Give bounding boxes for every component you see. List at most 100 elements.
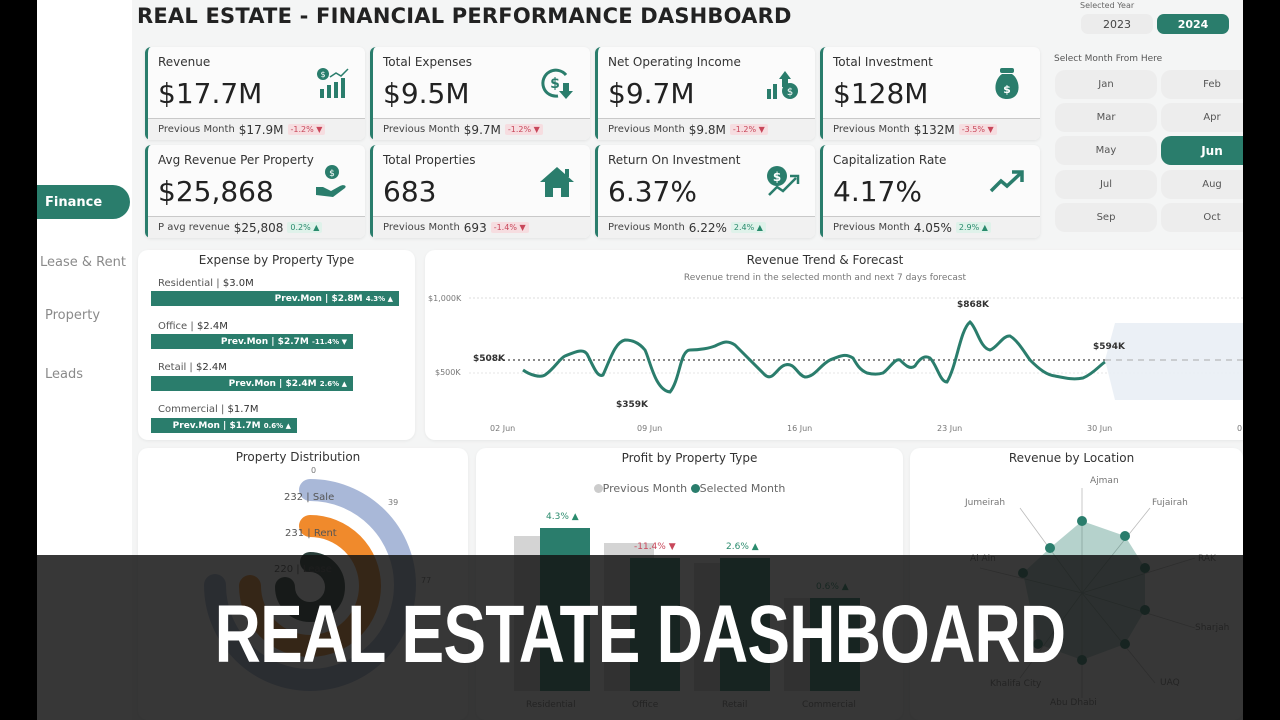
y-tick: $1,000K — [428, 294, 462, 303]
min-value-label: $359K — [616, 400, 649, 410]
sale-label: 232 | Sale — [284, 492, 335, 503]
x-tick: 0 — [1237, 424, 1243, 433]
kpi-label: Avg Revenue Per Property — [158, 153, 314, 167]
money-bag-icon: $ — [995, 68, 1019, 99]
month-option-feb[interactable]: Feb — [1161, 70, 1243, 99]
kpi-label: Total Investment — [833, 55, 933, 69]
expense-row-label: Retail | $2.4M — [158, 362, 227, 373]
expense-row-label: Office | $2.4M — [158, 321, 228, 332]
overlay-title-text: REAL ESTATE DASHBOARD — [214, 589, 1066, 680]
year-option-2023[interactable]: 2023 — [1081, 14, 1153, 34]
month-selector-label: Select Month From Here — [1054, 54, 1163, 64]
x-tick: 09 Jun — [637, 424, 663, 433]
kpi-footer: Previous Month $17.9M -1.2% ▼ — [148, 118, 365, 140]
kpi-value: 683 — [383, 175, 437, 208]
income-growth-icon: $ — [767, 71, 798, 99]
expense-by-type-card: Expense by Property Type Residential | $… — [138, 250, 415, 440]
revenue-trend-card: Revenue Trend & Forecast Revenue trend i… — [425, 250, 1243, 440]
change-badge: 2.4% ▲ — [730, 222, 766, 233]
expense-bar-residential[interactable]: Prev.Mon | $2.8M 4.3% ▲ — [151, 291, 399, 306]
chart-legend: Previous Month Selected Month — [476, 482, 903, 495]
month-option-jan[interactable]: Jan — [1055, 70, 1157, 99]
kpi-value: 6.37% — [608, 175, 697, 208]
kpi-label: Net Operating Income — [608, 55, 741, 69]
change-label: 4.3% ▲ — [546, 512, 579, 522]
svg-text:$: $ — [787, 87, 793, 98]
expense-bar-commercial[interactable]: Prev.Mon | $1.7M 0.6% ▲ — [151, 418, 297, 433]
kpi-label: Total Properties — [383, 153, 476, 167]
change-badge: -3.5% ▼ — [958, 124, 997, 135]
month-option-mar[interactable]: Mar — [1055, 103, 1157, 132]
kpi-label: Revenue — [158, 55, 211, 69]
svg-text:$: $ — [329, 169, 335, 179]
expense-bar-retail[interactable]: Prev.Mon | $2.4M 2.6% ▲ — [151, 376, 353, 391]
card-subtitle: Revenue trend in the selected month and … — [683, 273, 967, 283]
max-value-label: $868K — [957, 300, 990, 310]
kpi-card-net-operating-income: Net Operating Income $9.7M $ Previous Mo… — [595, 47, 815, 140]
kpi-foot-label: Previous Month — [608, 222, 685, 233]
month-option-jun[interactable]: Jun — [1161, 136, 1243, 165]
expense-bar-office[interactable]: Prev.Mon | $2.7M -11.4% ▼ — [151, 334, 353, 349]
month-option-sep[interactable]: Sep — [1055, 203, 1157, 232]
start-value-label: $508K — [473, 354, 506, 364]
kpi-prev-value: 6.22% — [688, 220, 727, 235]
kpi-foot-label: P avg revenue — [158, 222, 230, 233]
kpi-footer: Previous Month $9.8M -1.2% ▼ — [598, 118, 815, 140]
kpi-card-revenue: Revenue $17.7M $ Previous Month $17.9M -… — [145, 47, 365, 140]
kpi-value: 4.17% — [833, 175, 922, 208]
page-title: REAL ESTATE - FINANCIAL PERFORMANCE DASH… — [137, 4, 792, 28]
revenue-chart-icon: $ — [317, 68, 349, 98]
rent-label: 231 | Rent — [285, 528, 337, 539]
month-option-oct[interactable]: Oct — [1161, 203, 1243, 232]
location-label: Ajman — [1090, 476, 1119, 486]
year-option-2024[interactable]: 2024 — [1157, 14, 1229, 34]
kpi-footer: Previous Month 4.05% 2.9% ▲ — [823, 216, 1040, 238]
kpi-prev-value: $132M — [913, 122, 955, 137]
kpi-prev-value: $25,808 — [233, 220, 284, 235]
month-option-apr[interactable]: Apr — [1161, 103, 1243, 132]
expense-row-label: Commercial | $1.7M — [158, 404, 259, 415]
expense-dollar-icon: $ — [541, 68, 573, 99]
kpi-card-avg-revenue-per-property: Avg Revenue Per Property $25,868 $ P avg… — [145, 145, 365, 238]
sidebar-item-finance[interactable]: Finance — [37, 185, 130, 219]
month-option-may[interactable]: May — [1055, 136, 1157, 165]
kpi-footer: Previous Month $132M -3.5% ▼ — [823, 118, 1040, 140]
kpi-prev-value: $9.8M — [688, 122, 726, 137]
svg-text:$: $ — [1003, 83, 1011, 96]
kpi-foot-label: Previous Month — [383, 222, 460, 233]
change-badge: -1.2% ▼ — [504, 124, 543, 135]
month-option-jul[interactable]: Jul — [1055, 170, 1157, 199]
kpi-prev-value: 693 — [463, 220, 487, 235]
kpi-value: $9.5M — [383, 77, 470, 110]
change-badge: -1.2% ▼ — [729, 124, 768, 135]
card-title: Revenue Trend & Forecast — [746, 253, 904, 267]
title-overlay-banner — [37, 555, 1243, 720]
sidebar-item-lease-rent[interactable]: Lease & Rent — [40, 254, 126, 270]
change-badge: -1.4% ▼ — [490, 222, 529, 233]
change-badge: -1.2% ▼ — [287, 124, 326, 135]
svg-text:$: $ — [550, 76, 560, 92]
svg-text:$: $ — [320, 70, 325, 79]
kpi-label: Capitalization Rate — [833, 153, 947, 167]
kpi-card-total-expenses: Total Expenses $9.5M $ Previous Month $9… — [370, 47, 590, 140]
kpi-card-total-properties: Total Properties 683 Previous Month 693 … — [370, 145, 590, 238]
kpi-foot-label: Previous Month — [383, 124, 460, 135]
svg-text:$: $ — [773, 170, 781, 184]
x-tick: 30 Jun — [1087, 424, 1113, 433]
revenue-line-chart[interactable] — [425, 250, 1243, 440]
kpi-value: $17.7M — [158, 77, 263, 110]
end-value-label: $594K — [1093, 342, 1126, 352]
kpi-value: $128M — [833, 77, 929, 110]
month-option-aug[interactable]: Aug — [1161, 170, 1243, 199]
location-label: Jumeirah — [965, 498, 1006, 508]
sidebar-item-leads[interactable]: Leads — [45, 366, 84, 382]
year-selector-label: Selected Year — [1080, 1, 1135, 10]
sidebar-item-property[interactable]: Property — [45, 307, 101, 323]
kpi-label: Total Expenses — [383, 55, 473, 69]
kpi-foot-label: Previous Month — [608, 124, 685, 135]
kpi-foot-label: Previous Month — [158, 124, 235, 135]
dashboard-page: Finance Lease & Rent Property Leads REAL… — [37, 0, 1243, 720]
trend-up-icon — [989, 170, 1024, 193]
location-label: Fujairah — [1152, 498, 1188, 508]
change-label: 2.6% ▲ — [726, 542, 759, 552]
